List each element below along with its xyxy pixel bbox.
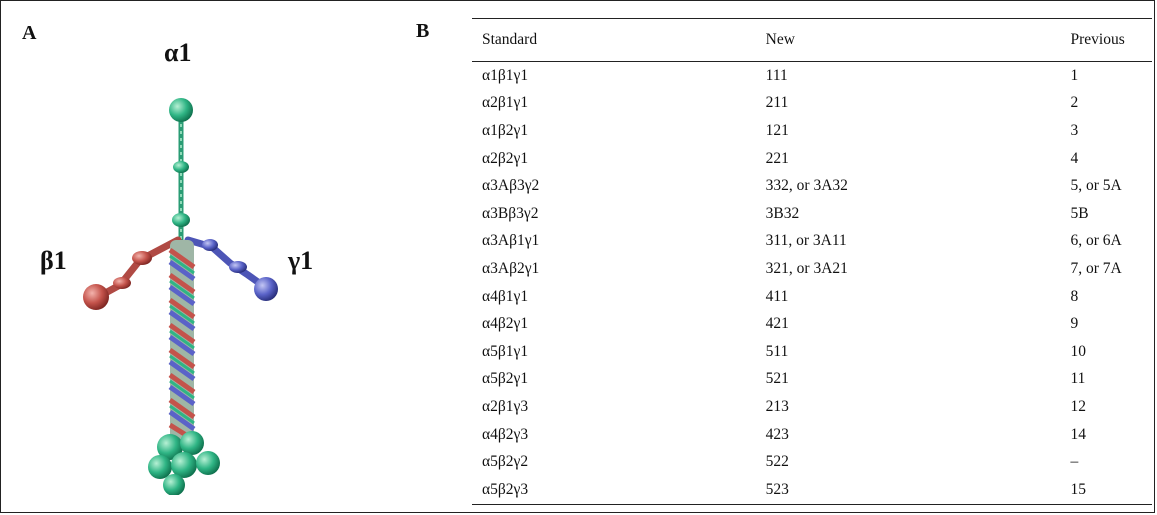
- table-row: α1β1γ1 111 1: [472, 62, 1152, 90]
- table-row: α2β2γ1 221 4: [472, 145, 1152, 173]
- cell-standard: α3Aβ2γ1: [482, 259, 540, 277]
- beta-chain-label: β1: [40, 246, 67, 275]
- table-row: α3Aβ3γ2 332, or 3A32 5, or 5A: [472, 172, 1152, 200]
- cell-previous: 2: [1070, 94, 1079, 112]
- cell-previous: 14: [1070, 425, 1087, 443]
- table-row: α5β1γ1 511 10: [472, 338, 1152, 366]
- cell-new: 213: [765, 397, 789, 415]
- table-row: α4β2γ3 423 14: [472, 421, 1152, 449]
- table-row: α5β2γ3 523 15: [472, 476, 1152, 504]
- cell-standard: α2β1γ3: [482, 397, 529, 415]
- cell-previous: 11: [1070, 370, 1086, 388]
- header-previous: Previous: [1070, 31, 1125, 48]
- cell-standard: α2β1γ1: [482, 94, 529, 112]
- cell-standard: α4β1γ1: [482, 287, 529, 305]
- cell-new: 523: [765, 480, 789, 498]
- cell-new: 221: [765, 149, 789, 167]
- alpha-short-arm: [169, 98, 193, 240]
- cell-previous: 12: [1070, 397, 1087, 415]
- beta-short-arm: [83, 236, 182, 310]
- table-row: α1β2γ1 121 3: [472, 117, 1152, 145]
- cell-previous: 8: [1070, 287, 1079, 305]
- cell-previous: 9: [1070, 315, 1079, 333]
- cell-previous: 6, or 6A: [1070, 232, 1122, 250]
- cell-previous: 3: [1070, 121, 1079, 139]
- cell-new: 522: [765, 453, 789, 471]
- table-header-row: Standard New Previous: [472, 18, 1152, 62]
- gamma-chain-label: γ1: [288, 246, 314, 275]
- cell-new: 521: [765, 370, 789, 388]
- cell-standard: α5β1γ1: [482, 342, 529, 360]
- laminin-structure-illustration: [83, 98, 278, 495]
- cell-standard: α4β2γ1: [482, 315, 529, 333]
- cell-standard: α3Aβ3γ2: [482, 177, 540, 195]
- cell-previous: 10: [1070, 342, 1087, 360]
- cell-new: 332, or 3A32: [765, 177, 848, 195]
- cell-standard: α1β2γ1: [482, 121, 529, 139]
- table-row: α2β1γ1 211 2: [472, 90, 1152, 118]
- coiled-coil-long-arm: [168, 240, 196, 443]
- cell-previous: –: [1070, 453, 1079, 471]
- cell-standard: α3Bβ3γ2: [482, 204, 539, 222]
- header-standard: Standard: [482, 31, 538, 48]
- cell-previous: 4: [1070, 149, 1079, 167]
- cell-new: 321, or 3A21: [765, 259, 848, 277]
- alpha-chain-label: α1: [164, 38, 192, 67]
- cell-new: 411: [765, 287, 789, 305]
- cell-new: 511: [765, 342, 789, 360]
- cell-standard: α4β2γ3: [482, 425, 529, 443]
- cell-new: 3B32: [765, 204, 800, 222]
- cell-new: 121: [765, 121, 789, 139]
- cell-standard: α1β1γ1: [482, 66, 529, 84]
- cell-standard: α3Aβ1γ1: [482, 232, 540, 250]
- cell-standard: α5β2γ1: [482, 370, 529, 388]
- nomenclature-table: Standard New Previous α1β1γ1 111 1 α2β1γ1 21…: [472, 18, 1152, 505]
- table-row: α4β2γ1 421 9: [472, 310, 1152, 338]
- cell-previous: 5, or 5A: [1070, 177, 1122, 195]
- cell-previous: 15: [1070, 480, 1087, 498]
- cell-new: 311, or 3A11: [765, 232, 847, 250]
- lg-globular-domains: [148, 431, 220, 495]
- table-row: α3Aβ2γ1 321, or 3A21 7, or 7A: [472, 255, 1152, 283]
- cell-previous: 7, or 7A: [1070, 259, 1122, 277]
- table-row: α5β2γ1 521 11: [472, 366, 1152, 394]
- panel-b-label: B: [416, 20, 430, 42]
- table-row: α5β2γ2 522 –: [472, 448, 1152, 476]
- cell-new: 211: [765, 94, 789, 112]
- cell-new: 421: [765, 315, 789, 333]
- header-new: New: [765, 31, 795, 48]
- table-row: α4β1γ1 411 8: [472, 283, 1152, 311]
- table-row: α2β1γ3 213 12: [472, 393, 1152, 421]
- gamma-short-arm: [184, 236, 278, 301]
- cell-standard: α5β2γ3: [482, 480, 529, 498]
- cell-standard: α2β2γ1: [482, 149, 529, 167]
- cell-new: 111: [765, 66, 788, 84]
- table-row: α3Aβ1γ1 311, or 3A11 6, or 6A: [472, 228, 1152, 256]
- panel-a-label: A: [22, 22, 37, 44]
- cell-new: 423: [765, 425, 789, 443]
- cell-previous: 5B: [1070, 204, 1089, 222]
- cell-previous: 1: [1070, 66, 1079, 84]
- cell-standard: α5β2γ2: [482, 453, 529, 471]
- table-row: α3Bβ3γ2 3B32 5B: [472, 200, 1152, 228]
